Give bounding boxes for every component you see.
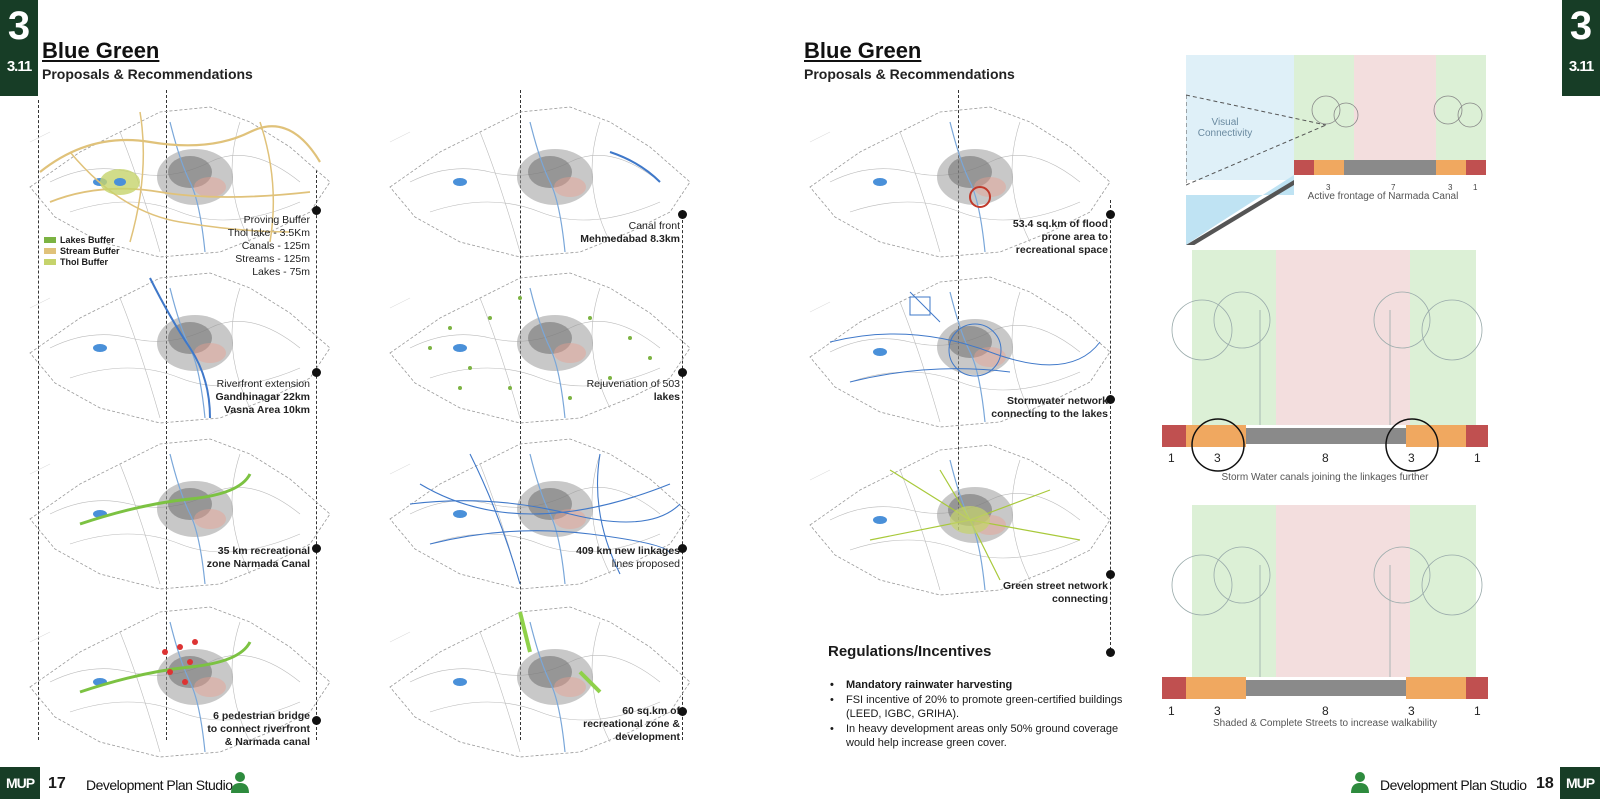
footer-badge-right: MUP [1560, 767, 1600, 799]
marker-dot [678, 210, 687, 219]
map-stormwater [790, 262, 1120, 432]
guide-line [520, 90, 521, 740]
svg-text:8: 8 [1322, 704, 1329, 718]
caption-flood: 53.4 sq.km of flood prone area to recrea… [1012, 218, 1108, 256]
user-icon [231, 772, 249, 793]
svg-text:1: 1 [1474, 704, 1481, 718]
svg-text:3: 3 [1448, 183, 1453, 192]
map-riverfront [10, 258, 340, 428]
map-legend: Lakes Buffer Stream Buffer Thol Buffer [44, 234, 120, 267]
svg-text:1: 1 [1168, 451, 1175, 465]
marker-dot [678, 707, 687, 716]
marker-dot [312, 206, 321, 215]
section-caption: Shaded & Complete Streets to increase wa… [1212, 718, 1437, 729]
footer-badge-left: MUP [0, 767, 40, 799]
marker-dot [1106, 648, 1115, 657]
map-lakes [370, 258, 700, 428]
page-title-left: Blue Green [42, 38, 160, 63]
guide-line [316, 170, 317, 740]
section-complete-streets: 1 3 8 3 1 Shaded & Complete Streets to i… [1162, 505, 1488, 730]
map-canal-front [370, 92, 700, 262]
marker-dot [312, 368, 321, 377]
footer-studio-right: Development Plan Studio [1380, 777, 1527, 793]
chapter-sub: 3.11 [6, 58, 32, 75]
list-item: In heavy development areas only 50% grou… [828, 722, 1128, 750]
caption-stormwater: Stormwater network connecting to the lak… [991, 395, 1108, 420]
regulations-title: Regulations/Incentives [828, 643, 992, 660]
marker-dot [678, 544, 687, 553]
guide-line [958, 90, 959, 530]
legend-item: Lakes Buffer [44, 234, 120, 245]
regulations-list: Mandatory rainwater harvesting FSI incen… [828, 678, 1128, 751]
user-icon [1351, 772, 1369, 793]
svg-text:8: 8 [1322, 451, 1329, 465]
section-active-frontage: 3 7 3 1 Active frontage of Narmada Canal… [1186, 55, 1486, 245]
page-subtitle-right: Proposals & Recommendations [804, 66, 1015, 82]
map-recreational-canal [10, 424, 340, 594]
guide-line [38, 100, 39, 740]
guide-line [1110, 200, 1111, 650]
section-caption: Storm Water canals joining the linkages … [1221, 472, 1429, 483]
marker-dot [1106, 210, 1115, 219]
marker-dot [312, 544, 321, 553]
caption-green-street: Green street network connecting [1002, 580, 1108, 605]
caption-riverfront: Riverfront extension Gandhinagar 22km Va… [215, 378, 310, 416]
map-recreational-zone [370, 592, 700, 762]
page-number-left: 17 [48, 775, 66, 792]
chapter-tab-left: 3 3.11 [0, 0, 38, 96]
map-green-street [790, 430, 1120, 600]
marker-dot [678, 368, 687, 377]
chapter-tab-right: 3 3.11 [1562, 0, 1600, 96]
list-item: FSI incentive of 20% to promote green-ce… [828, 693, 1128, 721]
page-title-right: Blue Green [804, 38, 922, 63]
list-item: Mandatory rainwater harvesting [828, 678, 1128, 692]
caption-recreational-canal: 35 km recreational zone Narmada Canal [206, 545, 310, 570]
svg-text:1: 1 [1474, 451, 1481, 465]
svg-text:7: 7 [1391, 183, 1396, 192]
guide-line [166, 90, 167, 740]
svg-text:3: 3 [1214, 451, 1221, 465]
map-buffer [10, 92, 340, 262]
section-caption: Active frontage of Narmada Canal [1307, 191, 1459, 202]
map-pedestrian-bridge [10, 592, 340, 762]
marker-dot [312, 716, 321, 725]
chapter-sub: 3.11 [1568, 58, 1594, 75]
svg-text:1: 1 [1473, 183, 1478, 192]
section-storm-water: 1 3 8 3 1 Storm Water canals joining the… [1162, 250, 1488, 483]
footer-studio-left: Development Plan Studio [86, 777, 233, 793]
svg-text:3: 3 [1408, 704, 1415, 718]
svg-text:3: 3 [1408, 451, 1415, 465]
svg-text:3: 3 [1214, 704, 1221, 718]
caption-proving-buffer: Proving Buffer Thol lake - 3.5Km Canals … [227, 214, 310, 278]
caption-linkages: 409 km new linkages lines proposed [576, 545, 680, 570]
section-label: Visual Connectivity [1197, 117, 1253, 139]
svg-text:3: 3 [1326, 183, 1331, 192]
marker-dot [1106, 570, 1115, 579]
svg-text:1: 1 [1168, 704, 1175, 718]
chapter-number: 3 [1569, 4, 1593, 48]
map-linkages [370, 424, 700, 594]
map-flood [790, 92, 1120, 262]
marker-dot [1106, 395, 1115, 404]
caption-recreational-zone: 60 sq.km of recreational zone & developm… [583, 705, 680, 743]
page-number-right: 18 [1536, 775, 1554, 792]
caption-rejuvenation: Rejuvenation of 503 lakes [586, 378, 680, 403]
page-subtitle-left: Proposals & Recommendations [42, 66, 253, 82]
caption-canal-front: Canal front Mehmedabad 8.3km [580, 220, 680, 245]
caption-pedestrian-bridge: 6 pedestrian bridge to connect riverfron… [207, 710, 310, 748]
chapter-number: 3 [7, 4, 31, 48]
legend-item: Thol Buffer [44, 256, 120, 267]
legend-item: Stream Buffer [44, 245, 120, 256]
guide-line [682, 210, 683, 740]
